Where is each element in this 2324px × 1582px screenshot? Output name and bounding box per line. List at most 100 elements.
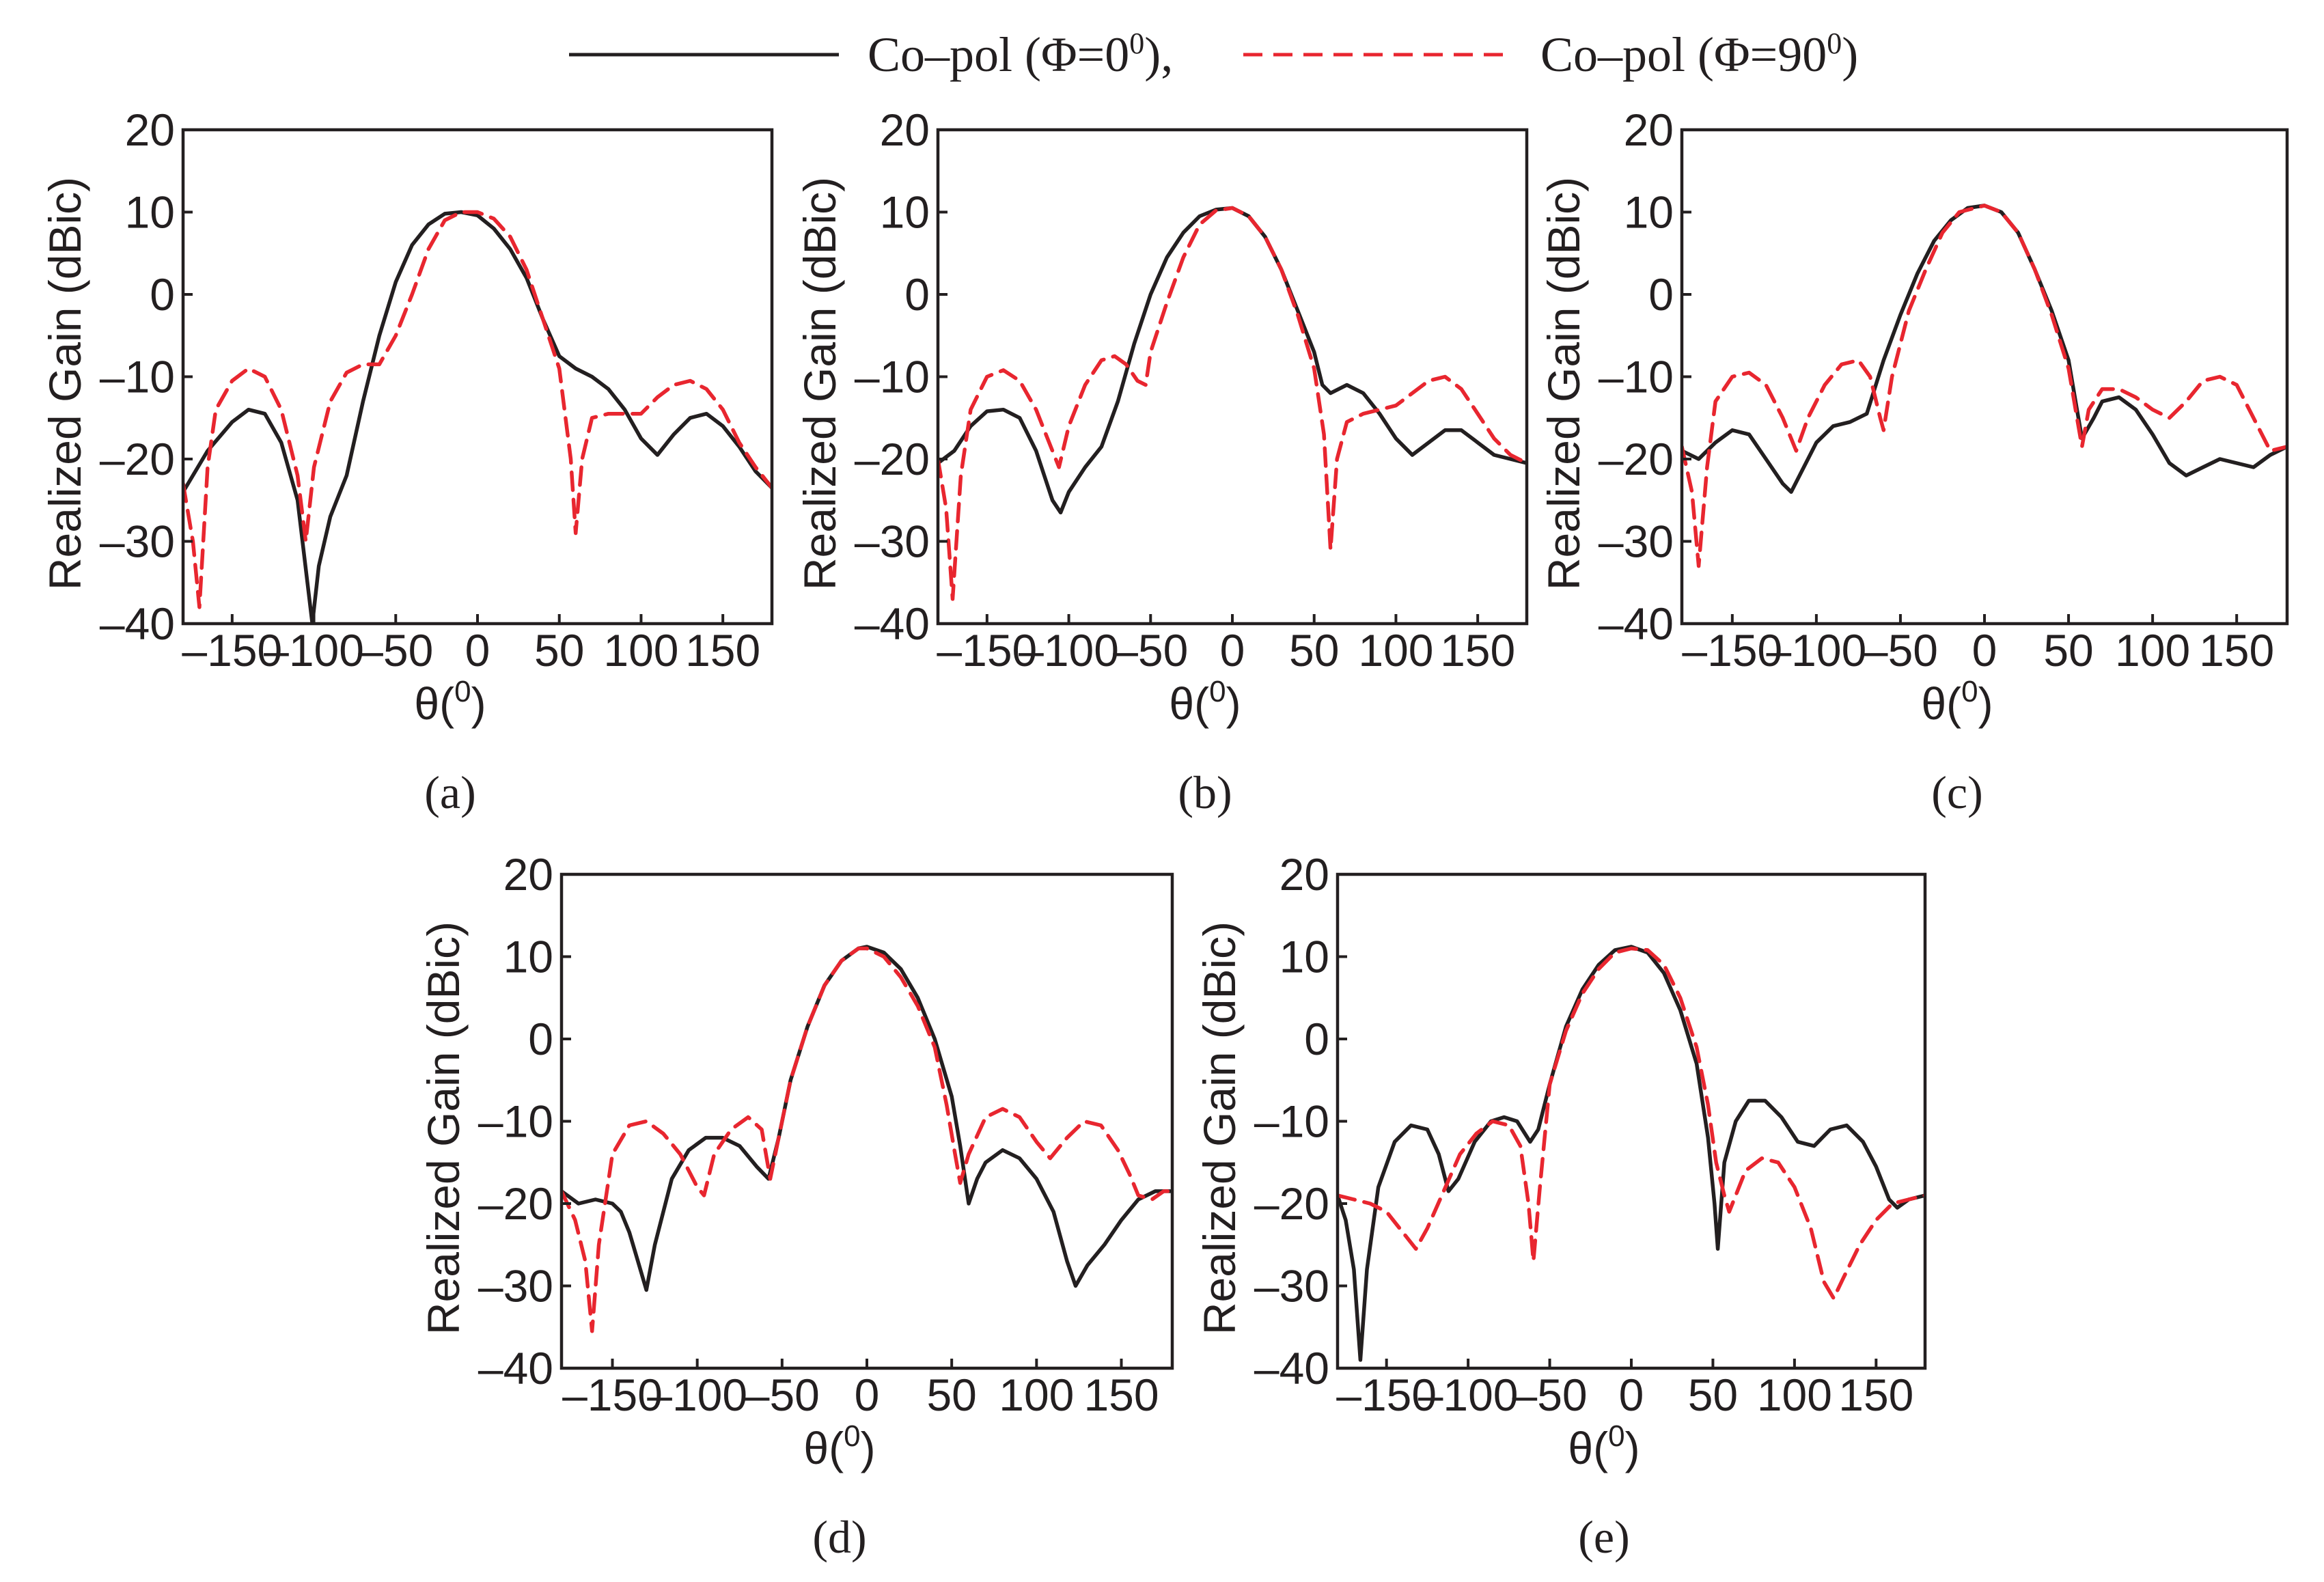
y-tick-label: –10 [100, 352, 175, 402]
y-tick-label: –20 [1599, 434, 1674, 484]
panel-label: (a) [424, 766, 475, 818]
panel-label: (c) [1931, 766, 1982, 818]
y-tick-label: 0 [1304, 1014, 1329, 1064]
x-tick-label: –50 [745, 1370, 820, 1420]
y-tick-label: –10 [855, 352, 930, 402]
y-tick-label: –30 [855, 516, 930, 567]
chart-panels: –150–100–50 0 50 100 150–40–30–20–1001020θ(0… [40, 105, 2289, 1563]
y-tick-label: –40 [1599, 598, 1674, 649]
y-tick-label: –10 [478, 1096, 553, 1147]
y-tick-label: 10 [1279, 932, 1329, 982]
y-tick-label: –40 [1254, 1343, 1329, 1393]
x-tick-label: –100 [647, 1370, 747, 1420]
series-line-phi90 [1682, 204, 2287, 568]
x-axis-label: θ(0) [803, 1419, 875, 1473]
y-tick-label: –30 [100, 516, 175, 567]
y-tick-label: 0 [1648, 269, 1674, 320]
chart-panel-2: –150–100–50 0 50 100 150–40–30–20–1001020θ(0… [794, 105, 1529, 818]
y-tick-label: 10 [503, 932, 553, 982]
series-line-phi0 [562, 945, 1172, 1292]
series-line-phi90 [938, 206, 1527, 601]
y-tick-label: –30 [478, 1261, 553, 1312]
y-tick-label: –10 [1254, 1096, 1329, 1147]
series-line-phi0 [1338, 945, 1925, 1362]
x-tick-label: 50 [1289, 625, 1339, 676]
y-tick-label: 0 [904, 269, 930, 320]
x-tick-label: –100 [1418, 1370, 1519, 1420]
chart-panel-3: –150–100–50 0 50 100 150–40–30–20–1001020θ(0… [1538, 105, 2289, 818]
x-tick-label: 100 [603, 625, 678, 676]
series-line-phi90 [1338, 946, 1925, 1301]
x-tick-label: 150 [1440, 625, 1515, 676]
panel-label: (b) [1178, 766, 1232, 818]
x-tick-label: 0 [855, 1370, 880, 1420]
y-tick-label: –40 [855, 598, 930, 649]
x-tick-label: –50 [1863, 625, 1938, 676]
x-tick-label: –150 [937, 625, 1037, 676]
y-tick-label: 20 [880, 105, 930, 155]
x-axis-label: θ(0) [1568, 1419, 1640, 1473]
y-tick-label: 20 [503, 849, 553, 900]
y-tick-label: 20 [1624, 105, 1674, 155]
legend-label-2: Co–pol (Φ=900) [1540, 27, 1858, 82]
y-axis-label: Realized Gain (dBic) [40, 177, 90, 590]
panel-label: (e) [1578, 1511, 1629, 1563]
panel-label: (d) [812, 1511, 866, 1563]
y-tick-label: 0 [528, 1014, 553, 1064]
chart-panel-4: –150–100–50 0 50 100 150–40–30–20–1001020θ(0… [418, 849, 1174, 1563]
x-tick-label: 50 [926, 1370, 976, 1420]
x-tick-label: 50 [1688, 1370, 1738, 1420]
chart-panel-5: –150–100–50 0 50 100 150–40–30–20–1001020θ(0… [1194, 849, 1927, 1563]
legend: Co–pol (Φ=00), Co–pol (Φ=900) [569, 27, 1858, 82]
y-tick-label: –10 [1599, 352, 1674, 402]
x-tick-label: –50 [1512, 1370, 1587, 1420]
x-tick-label: 0 [1619, 1370, 1644, 1420]
y-tick-label: –20 [478, 1178, 553, 1229]
y-tick-label: 0 [150, 269, 175, 320]
x-tick-label: 0 [1220, 625, 1245, 676]
y-tick-label: –30 [1599, 516, 1674, 567]
series-line-phi90 [183, 210, 772, 609]
x-tick-label: –100 [264, 625, 364, 676]
y-axis-label: Realized Gain (dBic) [1538, 177, 1589, 590]
x-tick-label: 150 [685, 625, 760, 676]
x-tick-label: 50 [534, 625, 584, 676]
x-tick-label: 0 [465, 625, 490, 676]
series-line-phi0 [183, 210, 772, 624]
x-tick-label: –50 [358, 625, 433, 676]
y-tick-label: –40 [100, 598, 175, 649]
x-tick-label: –50 [1113, 625, 1188, 676]
y-tick-label: –20 [855, 434, 930, 484]
y-tick-label: –20 [1254, 1178, 1329, 1229]
x-axis-label: θ(0) [1169, 675, 1241, 729]
x-tick-label: 150 [1083, 1370, 1159, 1420]
y-tick-label: –20 [100, 434, 175, 484]
x-tick-label: –150 [182, 625, 282, 676]
series-line-phi0 [938, 206, 1527, 515]
x-tick-label: –150 [1682, 625, 1782, 676]
x-tick-label: 100 [999, 1370, 1074, 1420]
y-tick-label: 10 [1624, 187, 1674, 238]
legend-label-1: Co–pol (Φ=00), [868, 27, 1173, 82]
y-tick-label: 10 [125, 187, 175, 238]
x-tick-label: 100 [2115, 625, 2190, 676]
x-tick-label: –150 [562, 1370, 663, 1420]
x-tick-label: 150 [1838, 1370, 1913, 1420]
y-tick-label: –40 [478, 1343, 553, 1393]
series-line-phi90 [562, 946, 1172, 1333]
x-tick-label: –100 [1019, 625, 1119, 676]
plot-frame [181, 128, 774, 626]
y-tick-label: –30 [1254, 1261, 1329, 1312]
x-tick-label: 50 [2043, 625, 2093, 676]
chart-panel-1: –150–100–50 0 50 100 150–40–30–20–1001020θ(0… [40, 105, 774, 818]
y-tick-label: 20 [125, 105, 175, 155]
x-tick-label: 0 [1972, 625, 1997, 676]
y-axis-label: Realized Gain (dBic) [418, 921, 469, 1335]
x-tick-label: 150 [2199, 625, 2274, 676]
y-tick-label: 10 [880, 187, 930, 238]
y-tick-label: 20 [1279, 849, 1329, 900]
y-axis-label: Realized Gain (dBic) [1194, 921, 1245, 1335]
x-tick-label: 100 [1358, 625, 1433, 676]
x-axis-label: θ(0) [414, 675, 486, 729]
